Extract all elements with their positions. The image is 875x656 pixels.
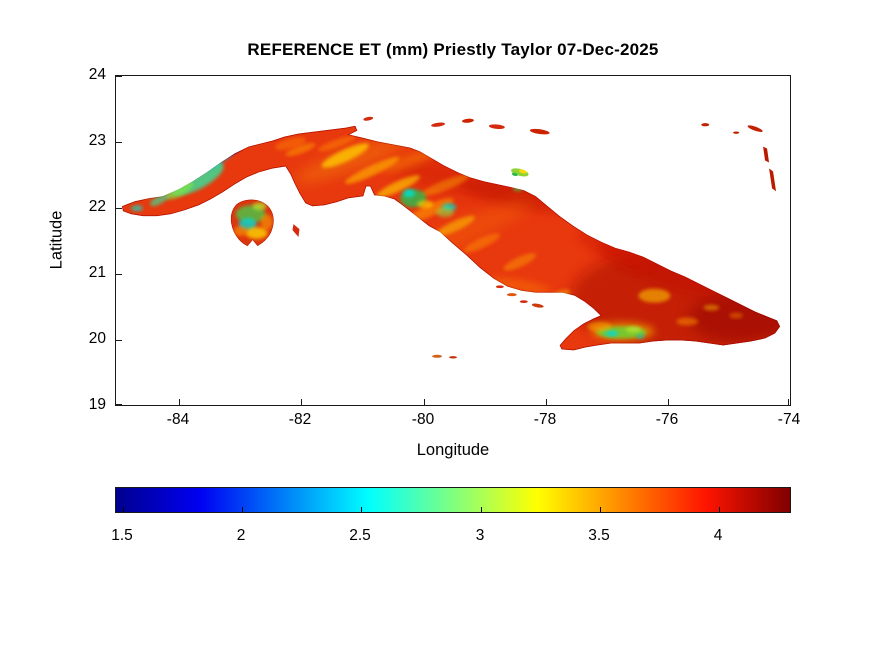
x-tick	[424, 399, 425, 405]
colorbar-tick	[481, 507, 482, 512]
y-tick	[116, 208, 122, 209]
y-tick	[116, 404, 122, 405]
x-tick	[788, 399, 789, 405]
x-tick-label: -80	[411, 411, 435, 428]
y-tick-label: 23	[88, 132, 106, 149]
colorbar-tick-label: 3	[475, 527, 485, 544]
y-tick-label: 24	[88, 66, 106, 83]
x-tick	[301, 399, 302, 405]
colorbar-tick-label: 2	[236, 527, 246, 544]
x-tick	[668, 399, 669, 405]
y-tick	[116, 274, 122, 275]
colorbar-tick-label: 2.5	[349, 527, 371, 544]
x-axis-label: Longitude	[416, 441, 490, 459]
colorbar-tick	[242, 507, 243, 512]
y-tick-label: 22	[88, 198, 106, 215]
x-tick-label: -82	[288, 411, 312, 428]
isla-de-la-juventud	[230, 199, 274, 246]
cuba-et-map	[121, 116, 781, 359]
colorbar-tick-label: 3.5	[588, 527, 610, 544]
colorbar-tick	[600, 507, 601, 512]
x-tick-label: -74	[777, 411, 801, 428]
x-tick-label: -84	[166, 411, 190, 428]
colorbar-tick	[361, 507, 362, 512]
y-tick	[116, 340, 122, 341]
x-tick	[546, 399, 547, 405]
x-tick-label: -78	[533, 411, 557, 428]
plot-area	[115, 75, 791, 406]
y-tick	[116, 76, 122, 77]
chart-title: REFERENCE ET (mm) Priestly Taylor 07-Dec…	[247, 40, 659, 59]
x-tick	[179, 399, 180, 405]
y-tick-label: 20	[88, 330, 106, 347]
offshore-cays	[292, 116, 777, 359]
cuba-landmass	[121, 125, 781, 351]
colorbar-tick	[719, 507, 720, 512]
x-tick-label: -76	[655, 411, 679, 428]
y-axis-label: Latitude	[47, 210, 66, 270]
colorbar-tick-label: 4	[713, 527, 723, 544]
y-tick-label: 19	[88, 396, 106, 413]
y-tick	[116, 142, 122, 143]
colorbar-tick-label: 1.5	[111, 527, 133, 544]
colorbar-tick	[123, 507, 124, 512]
colorbar	[115, 487, 791, 513]
y-tick-label: 21	[88, 264, 106, 281]
